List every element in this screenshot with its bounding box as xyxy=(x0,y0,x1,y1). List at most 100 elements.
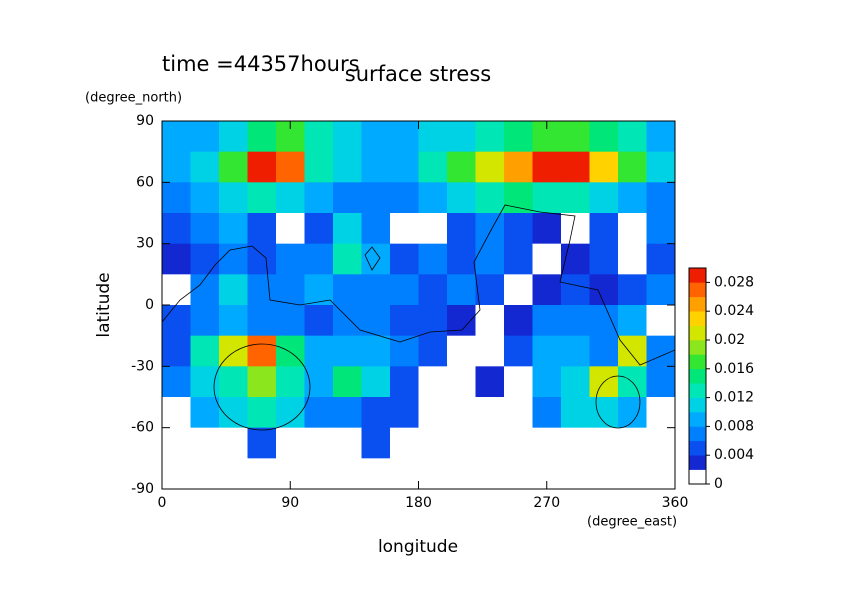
colorbar-band xyxy=(689,469,706,485)
field-cell xyxy=(504,397,533,429)
field-cell xyxy=(190,335,220,367)
field-cell xyxy=(361,366,391,398)
coastline xyxy=(364,246,381,271)
colorbar-band xyxy=(689,440,706,456)
field-cell xyxy=(561,213,590,245)
field-cell xyxy=(247,121,277,153)
field-cell xyxy=(447,397,476,429)
field-cell xyxy=(304,243,334,275)
colorbar-tick-label: 0.028 xyxy=(714,274,754,290)
field-cell xyxy=(247,335,277,367)
field-cell xyxy=(561,243,590,275)
field-cell xyxy=(361,397,391,429)
field-cell xyxy=(589,213,619,245)
field-cell xyxy=(219,335,248,367)
field-cell xyxy=(276,366,305,398)
field-cell xyxy=(618,458,647,489)
field-cell xyxy=(504,366,533,398)
field-cell xyxy=(589,397,619,429)
field-cell xyxy=(646,151,675,183)
y-tick-label: 90 xyxy=(136,113,154,129)
y-tick-label: 30 xyxy=(136,236,154,252)
field-cell xyxy=(390,305,419,337)
field-cell xyxy=(304,335,334,367)
field-cell xyxy=(646,366,675,398)
field-cell xyxy=(219,366,248,398)
field-cell xyxy=(190,243,220,275)
field-cell xyxy=(532,151,562,183)
field-cell xyxy=(532,335,562,367)
field-cell xyxy=(589,335,619,367)
x-tick-label: 180 xyxy=(405,495,432,511)
coastline xyxy=(213,343,311,431)
field-cell xyxy=(247,397,277,429)
colorbar-band xyxy=(689,412,706,427)
field-cell xyxy=(561,121,590,153)
field-cell xyxy=(618,243,647,275)
field-cell xyxy=(219,305,248,337)
field-cell xyxy=(561,274,590,306)
colorbar-band xyxy=(689,340,706,355)
field-cell xyxy=(333,213,362,245)
field-cell xyxy=(447,243,476,275)
field-cell xyxy=(646,335,675,367)
field-cell xyxy=(447,427,476,459)
field-cell xyxy=(304,121,334,153)
field-cell xyxy=(219,243,248,275)
field-cell xyxy=(162,213,191,245)
field-cell xyxy=(390,182,419,214)
field-cell xyxy=(247,366,277,398)
field-cell xyxy=(418,366,448,398)
field-cell xyxy=(247,427,277,459)
field-cell xyxy=(219,151,248,183)
field-cell xyxy=(589,243,619,275)
field-cell xyxy=(333,243,362,275)
x-tick-label: 270 xyxy=(533,495,560,511)
field-cell xyxy=(390,427,419,459)
coastline xyxy=(162,204,675,366)
field-cell xyxy=(190,274,220,306)
field-cell xyxy=(475,427,505,459)
field-cell xyxy=(276,274,305,306)
field-cell xyxy=(162,182,191,214)
field-cell xyxy=(561,335,590,367)
field-cell xyxy=(618,397,647,429)
field-cell xyxy=(646,121,675,153)
field-cell xyxy=(219,427,248,459)
field-cell xyxy=(418,213,448,245)
field-cell xyxy=(162,335,191,367)
field-cell xyxy=(418,274,448,306)
field-cell xyxy=(618,305,647,337)
field-cell xyxy=(618,427,647,459)
field-cell xyxy=(532,243,562,275)
field-cell xyxy=(504,182,533,214)
field-cell xyxy=(475,274,505,306)
field-cell xyxy=(304,397,334,429)
field-cell xyxy=(447,458,476,489)
colorbar-tick-label: 0.016 xyxy=(714,361,754,377)
field-cell xyxy=(361,243,391,275)
field-cell xyxy=(646,427,675,459)
field-cell xyxy=(219,182,248,214)
field-cell xyxy=(304,305,334,337)
field-cell xyxy=(475,366,505,398)
field-cell xyxy=(333,397,362,429)
field-cell xyxy=(561,427,590,459)
field-cell xyxy=(333,458,362,489)
field-cell xyxy=(219,121,248,153)
field-cell xyxy=(390,397,419,429)
field-cell xyxy=(276,335,305,367)
field-cell xyxy=(162,458,191,489)
colorbar-tick-label: 0.024 xyxy=(714,303,754,319)
colorbar-band xyxy=(689,325,706,341)
field-cell xyxy=(333,427,362,459)
field-cell xyxy=(561,397,590,429)
field-cell xyxy=(162,151,191,183)
field-cell xyxy=(247,458,277,489)
field-cell xyxy=(475,182,505,214)
field-cell xyxy=(618,121,647,153)
field-cell xyxy=(219,274,248,306)
field-cell xyxy=(247,274,277,306)
field-cell xyxy=(162,274,191,306)
field-cell xyxy=(304,427,334,459)
